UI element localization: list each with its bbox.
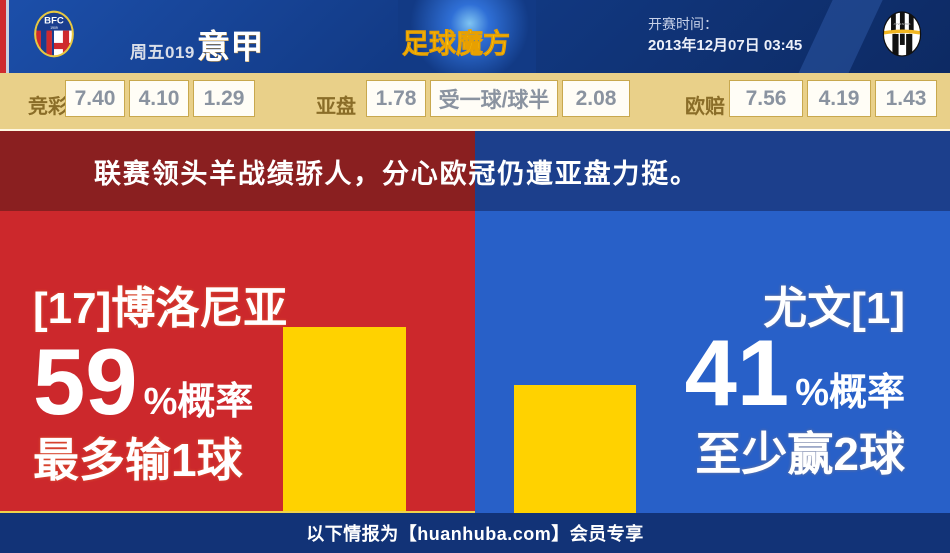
svg-text:JUVENTUS: JUVENTUS (893, 22, 910, 26)
svg-text:1909: 1909 (50, 26, 58, 30)
svg-text:BFC: BFC (44, 16, 64, 27)
